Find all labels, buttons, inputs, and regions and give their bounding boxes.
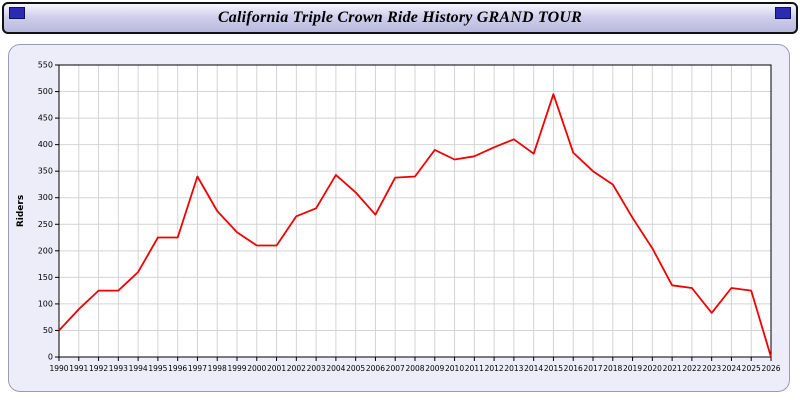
x-tick-label: 2016	[564, 364, 583, 373]
x-tick-label: 2005	[346, 364, 365, 373]
x-tick-label: 2013	[504, 364, 523, 373]
x-tick-label: 2014	[524, 364, 543, 373]
left-corner-decoration-icon	[9, 7, 25, 19]
y-tick-label: 200	[38, 246, 53, 255]
x-tick-label: 2025	[742, 364, 761, 373]
right-corner-decoration-icon	[775, 7, 791, 19]
x-tick-label: 1992	[89, 364, 108, 373]
y-tick-label: 150	[38, 273, 53, 282]
x-tick-label: 1999	[227, 364, 246, 373]
x-tick-label: 2011	[465, 364, 484, 373]
x-tick-label: 2026	[761, 364, 780, 373]
y-tick-label: 300	[38, 193, 53, 202]
x-tick-label: 2012	[485, 364, 504, 373]
y-tick-label: 350	[38, 167, 53, 176]
plot-border	[58, 64, 772, 358]
y-tick-label: 100	[38, 299, 53, 308]
title-bar: California Triple Crown Ride History GRA…	[2, 2, 798, 34]
x-tick-label: 2023	[702, 364, 721, 373]
x-tick-label: 2024	[722, 364, 741, 373]
x-tick-label: 1991	[69, 364, 88, 373]
x-tick-label: 2004	[326, 364, 345, 373]
y-tick-label: 550	[38, 61, 53, 70]
x-tick-label: 2010	[445, 364, 464, 373]
x-tick-label: 2022	[682, 364, 701, 373]
x-tick-label: 2018	[603, 364, 622, 373]
x-tick-label: 1998	[208, 364, 227, 373]
x-tick-label: 1990	[49, 364, 68, 373]
y-tick-label: 400	[38, 140, 53, 149]
x-tick-label: 2008	[405, 364, 424, 373]
x-tick-label: 1994	[129, 364, 148, 373]
x-tick-label: 2006	[366, 364, 385, 373]
x-tick-label: 2001	[267, 364, 286, 373]
x-tick-label: 2021	[663, 364, 682, 373]
x-tick-label: 1993	[109, 364, 128, 373]
y-tick-label: 250	[38, 220, 53, 229]
x-tick-label: 2002	[287, 364, 306, 373]
chart-frame: 0 50 100 150 200 250 300 350 400 450 500 550 1990 199…	[8, 44, 790, 392]
x-tick-label: 2003	[307, 364, 326, 373]
y-tick-label: 450	[38, 114, 53, 123]
x-tick-label: 2015	[544, 364, 563, 373]
x-tick-label: 2017	[583, 364, 602, 373]
y-axis-label: Riders	[16, 195, 26, 227]
x-tick-label: 2000	[247, 364, 266, 373]
x-tick-label: 1996	[168, 364, 187, 373]
x-tick-label: 2009	[425, 364, 444, 373]
y-tick-label: 0	[48, 353, 53, 362]
x-tick-label: 2019	[623, 364, 642, 373]
riders-series-line	[58, 93, 772, 358]
y-tick-label: 50	[43, 326, 53, 335]
x-tick-label: 2007	[386, 364, 405, 373]
x-tick-label: 2020	[643, 364, 662, 373]
x-tick-label: 1997	[188, 364, 207, 373]
x-tick-label: 1995	[148, 364, 167, 373]
y-tick-label: 500	[38, 87, 53, 96]
page-title: California Triple Crown Ride History GRA…	[217, 9, 583, 26]
